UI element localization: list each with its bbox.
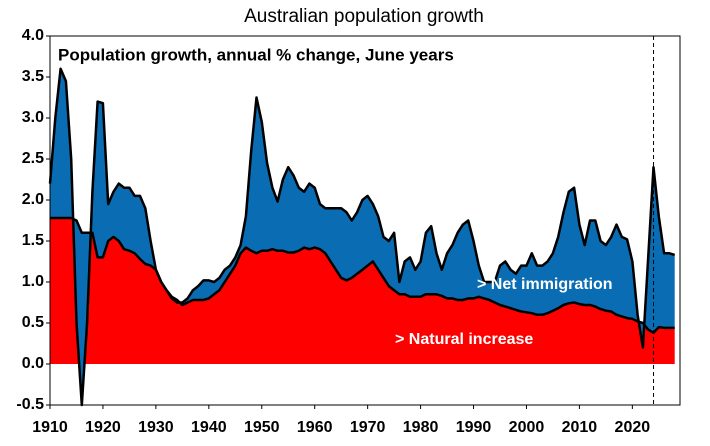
y-tick-label: 3.0 <box>22 109 44 126</box>
y-tick-label: -0.5 <box>16 396 44 413</box>
x-tick-label: 1980 <box>403 419 439 436</box>
series-label: > Net immigration <box>477 276 613 293</box>
plot-frame <box>49 35 681 406</box>
area <box>50 68 675 406</box>
series-line <box>50 216 675 335</box>
x-tick-label: 1940 <box>191 419 227 436</box>
x-tick-label: 1970 <box>350 419 386 436</box>
x-tick-label: 1960 <box>297 419 333 436</box>
area <box>50 218 675 364</box>
y-tick-label: 2.0 <box>22 191 44 208</box>
y-tick-label: 2.5 <box>22 150 44 167</box>
x-tick-label: 1990 <box>456 419 492 436</box>
x-tick-label: 1950 <box>244 419 280 436</box>
y-tick-label: 4.0 <box>22 27 44 44</box>
y-tick-label: 0.5 <box>22 314 44 331</box>
x-tick-label: 2020 <box>615 419 651 436</box>
y-tick-label: 1.0 <box>22 273 44 290</box>
x-tick-label: 1910 <box>32 419 68 436</box>
x-tick-label: 2000 <box>509 419 545 436</box>
x-tick-label: 1920 <box>85 419 121 436</box>
chart-title: Australian population growth <box>244 6 484 27</box>
subtitle: Population growth, annual % change, June… <box>58 45 454 64</box>
y-tick-label: 3.5 <box>22 68 44 85</box>
series-label: > Natural increase <box>395 331 533 348</box>
y-tick-label: 1.5 <box>22 232 44 249</box>
x-tick-label: 1930 <box>138 419 174 436</box>
x-tick-label: 2010 <box>562 419 598 436</box>
y-tick-label: 0.0 <box>22 355 44 372</box>
series-line <box>48 67 676 407</box>
